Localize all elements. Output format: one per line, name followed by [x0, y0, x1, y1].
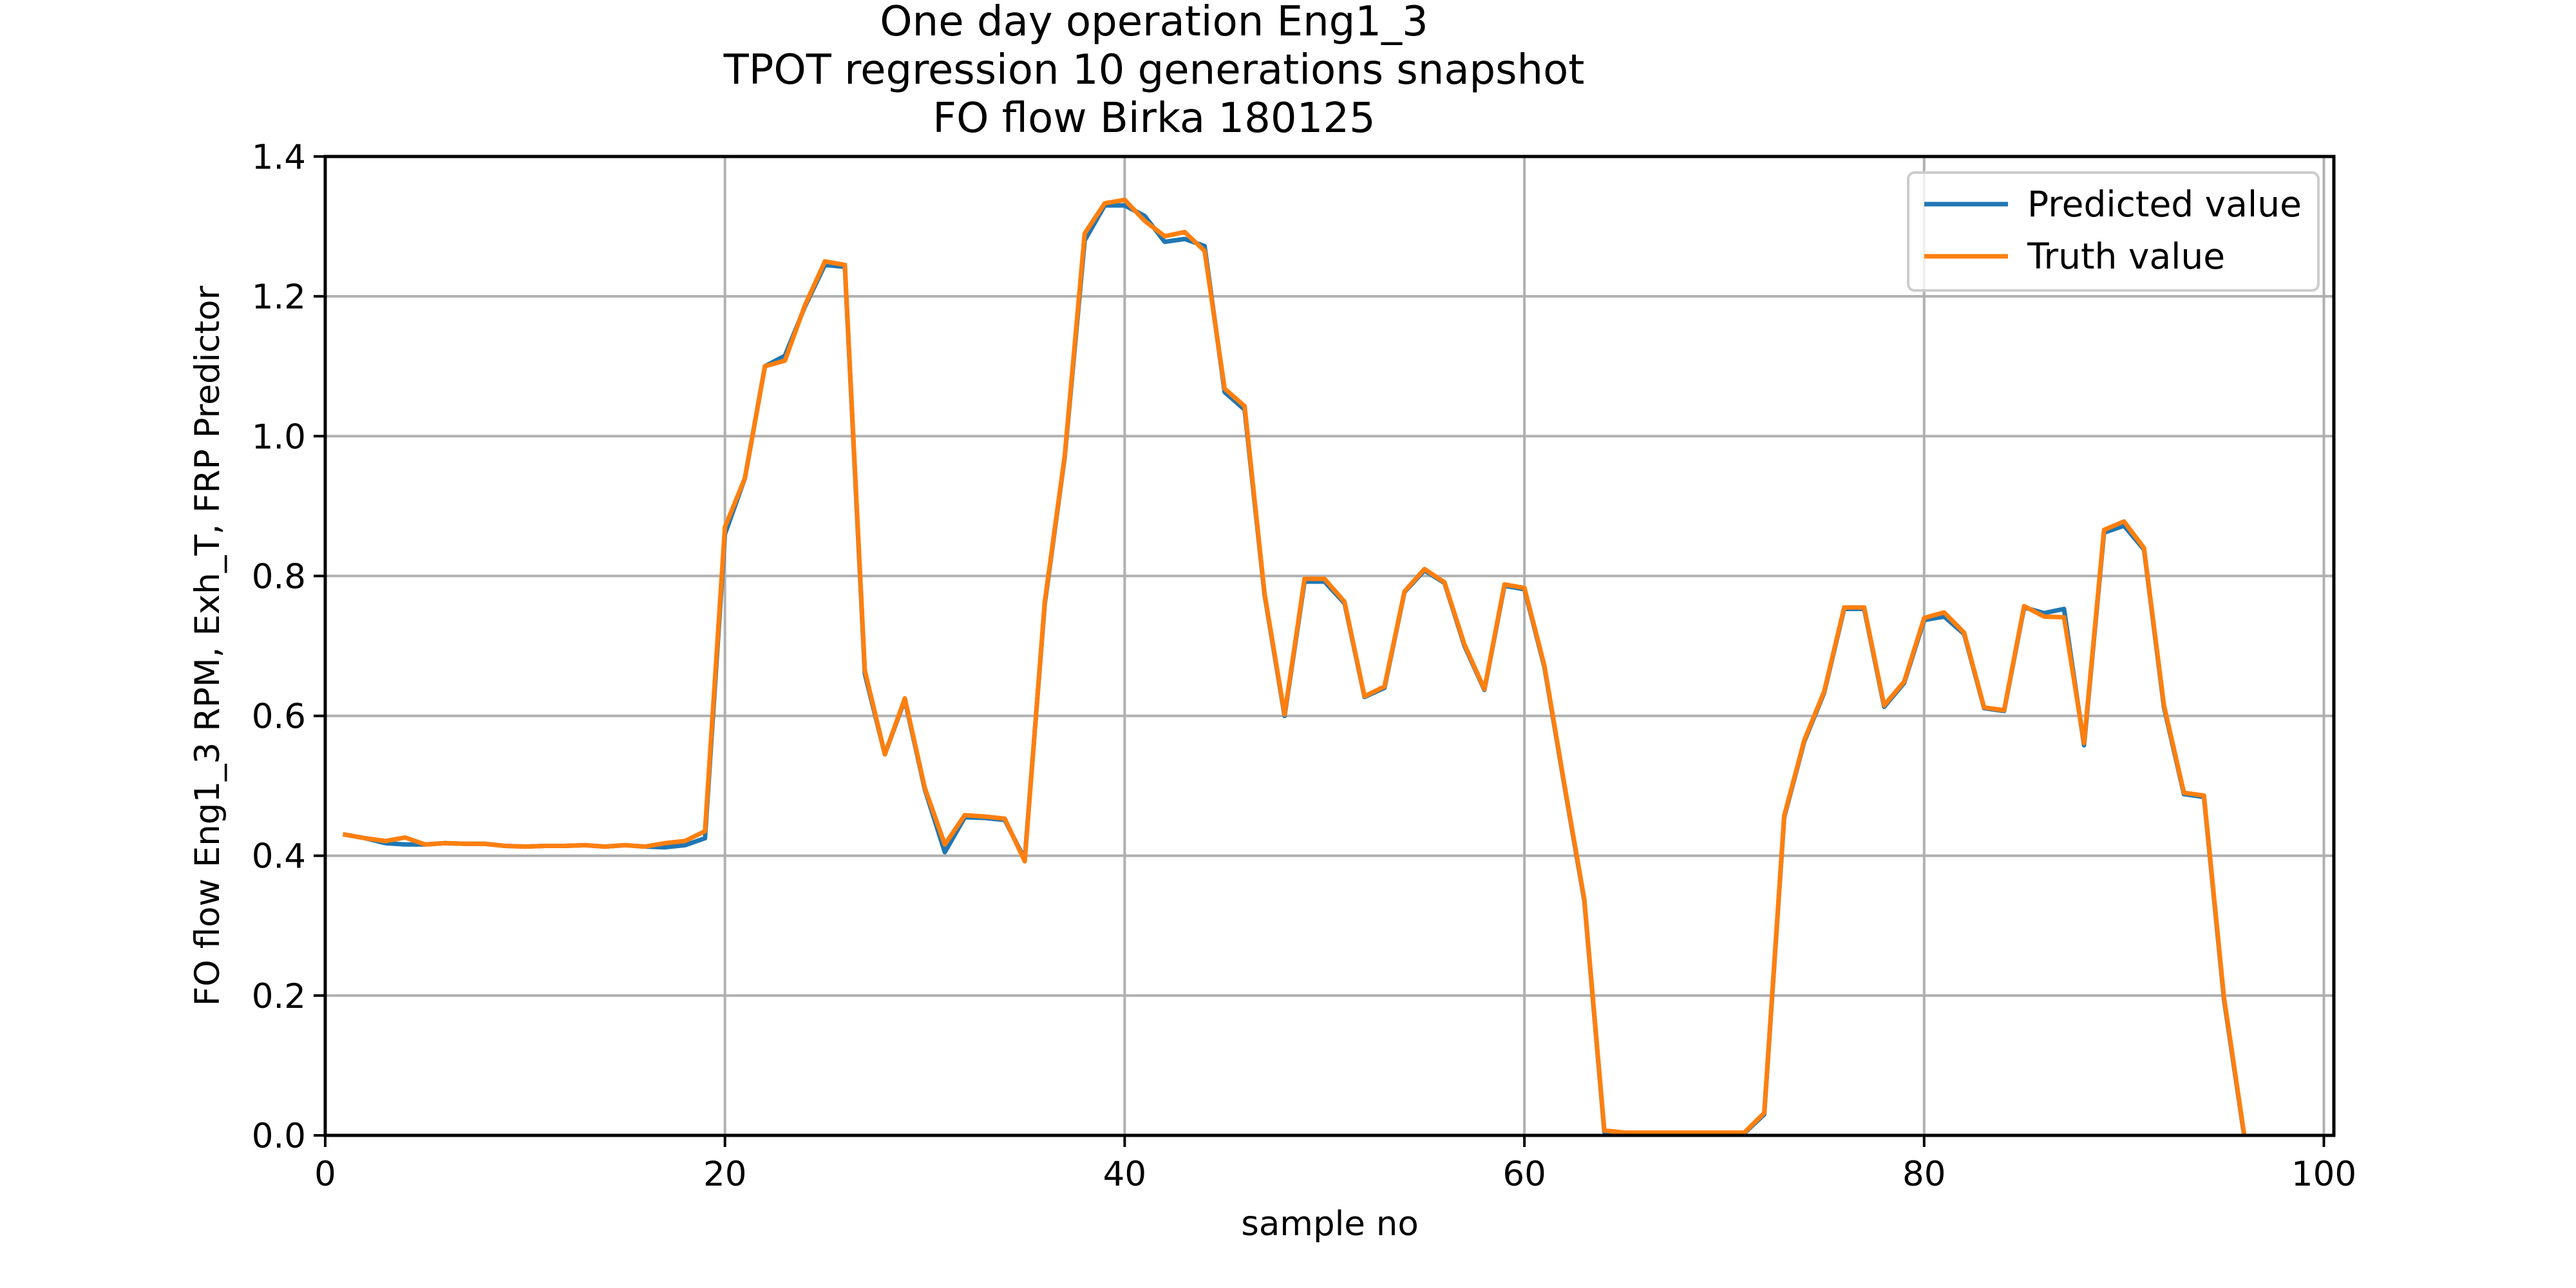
y-tick-label-7: 1.4	[252, 138, 306, 177]
y-tick-label-4: 0.8	[252, 557, 306, 596]
plot-frame	[323, 155, 2336, 1137]
chart-title-line-2: TPOT regression 10 generations snapshot	[723, 46, 1585, 94]
y-tick-label-6: 1.2	[252, 278, 306, 317]
chart-title-line-3: FO flow Birka 180125	[933, 95, 1376, 142]
x-tick-label-4: 80	[1902, 1155, 1946, 1194]
y-axis-label: FO flow Eng1_3 RPM, Exh_T, FRP Predictor	[188, 285, 227, 1006]
y-tick-label-2: 0.4	[252, 837, 306, 876]
series-lines	[342, 197, 2247, 1137]
x-tick-label-0: 0	[314, 1155, 336, 1194]
y-tick-label-0: 0.0	[252, 1117, 306, 1156]
legend-label-predicted: Predicted value	[2027, 184, 2302, 225]
legend: Predicted value Truth value	[1907, 171, 2320, 292]
y-tick-label-3: 0.6	[252, 697, 306, 737]
x-tick-label-3: 60	[1502, 1155, 1546, 1194]
x-axis-label: sample no	[1241, 1204, 1419, 1244]
x-tick-label-1: 20	[703, 1155, 746, 1194]
series-line-1	[342, 197, 2247, 1135]
legend-label-truth: Truth value	[2027, 236, 2225, 277]
legend-box	[1907, 171, 2320, 292]
axis-ticks: 0 20 40 60 80 100 0.0 0.2 0.4 0.6 0.8 1.0 1.2 1.4	[252, 138, 2356, 1194]
x-tick-label-2: 40	[1103, 1155, 1146, 1194]
y-tick-label-1: 0.2	[252, 977, 306, 1016]
y-tick-label-5: 1.0	[252, 417, 306, 457]
x-tick-label-5: 100	[2291, 1155, 2356, 1194]
chart-title-line-1: One day operation Eng1_3	[880, 0, 1428, 46]
